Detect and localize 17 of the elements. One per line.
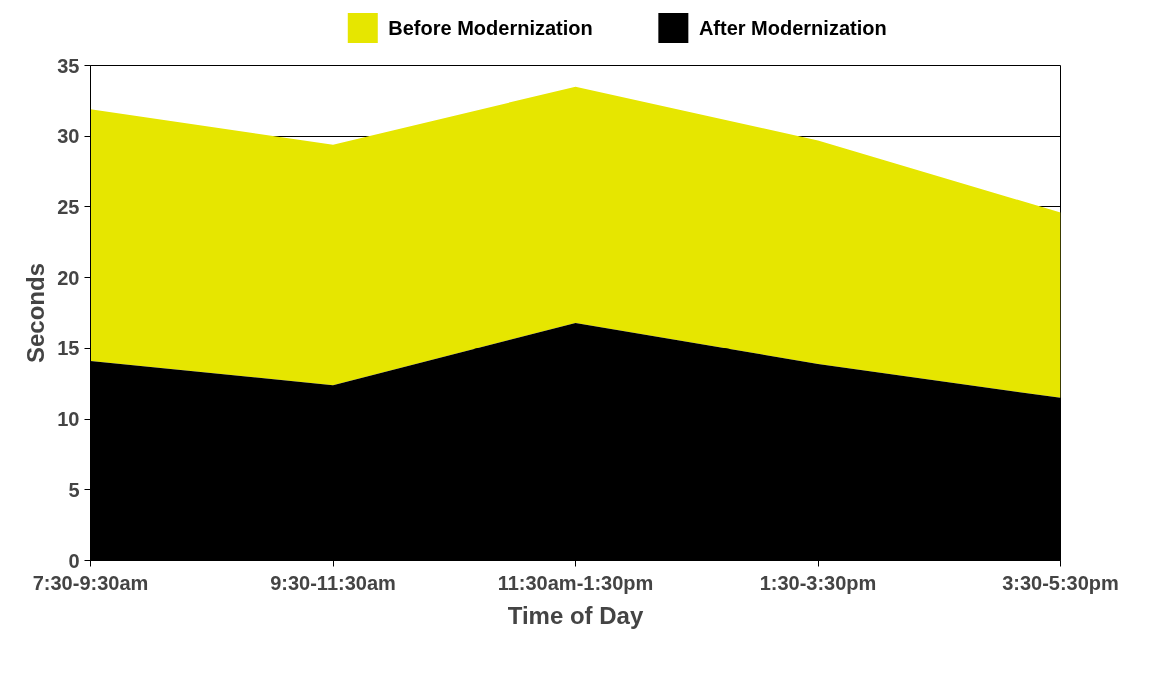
x-tick-label: 7:30-9:30am — [32, 571, 149, 594]
y-tick-label: 15 — [57, 337, 80, 360]
y-tick-label: 30 — [57, 125, 80, 148]
y-tick-label: 25 — [57, 195, 80, 218]
y-axis-title: Seconds — [22, 262, 50, 364]
legend-label: Before Modernization — [388, 17, 593, 39]
y-tick-label: 20 — [57, 266, 80, 289]
x-tick-label: 1:30-3:30pm — [759, 571, 877, 594]
x-tick-label: 3:30-5:30pm — [1002, 571, 1119, 594]
y-tick-label: 10 — [57, 408, 80, 431]
y-tick-label: 5 — [68, 478, 80, 501]
y-tick-label: 35 — [57, 54, 80, 77]
x-tick-label: 11:30am-1:30pm — [497, 571, 654, 594]
legend-label: After Modernization — [698, 17, 887, 39]
y-tick-label: 0 — [68, 549, 80, 572]
x-axis-title: Time of Day — [507, 601, 644, 629]
x-tick-label: 9:30-11:30am — [270, 571, 396, 594]
